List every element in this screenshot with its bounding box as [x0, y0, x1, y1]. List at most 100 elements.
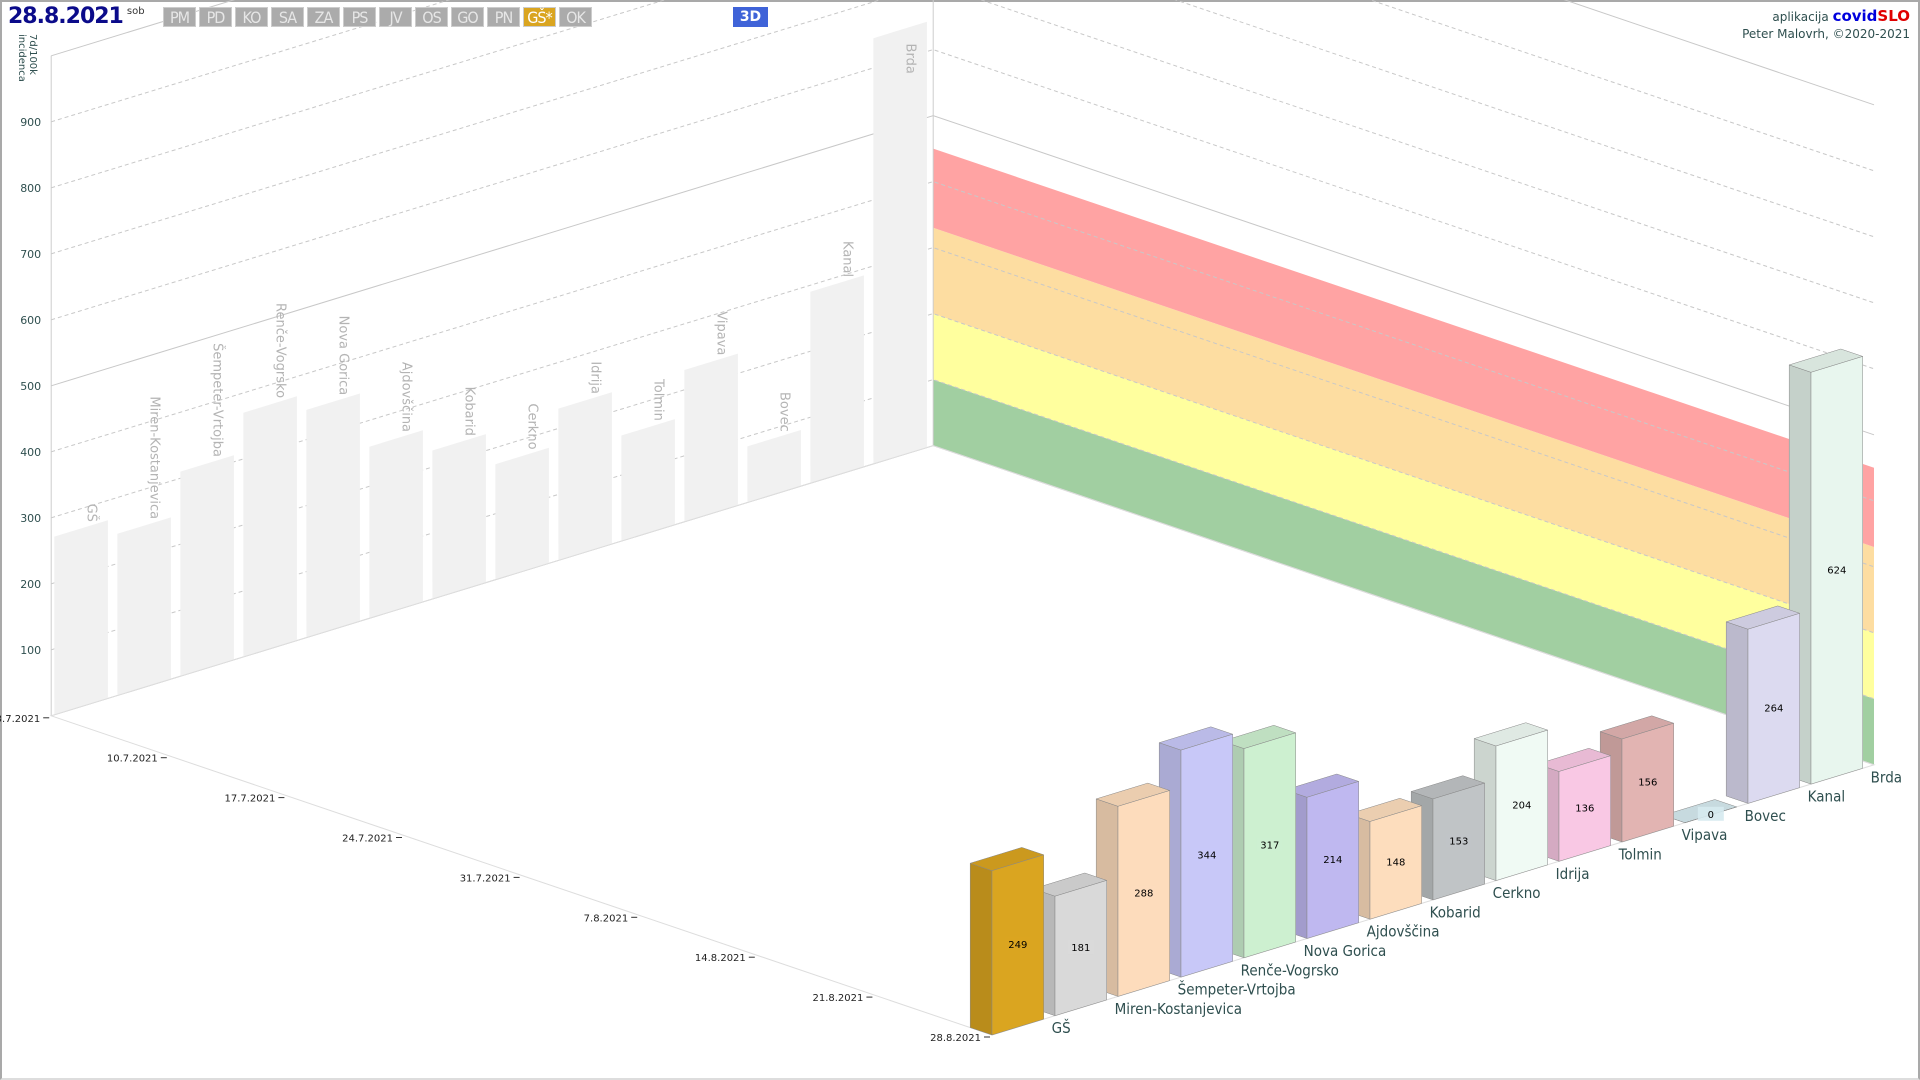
gridline-700 [51, 0, 1875, 304]
region-buttons: PM PD KO SA ZA PS JV OS GO PN GŠ* OK [163, 7, 592, 27]
back-category-label: Nova Gorica [336, 316, 351, 396]
region-button-jv[interactable]: JV [379, 7, 412, 27]
category-label: Ajdovščina [1367, 923, 1440, 941]
back-max-column [243, 396, 297, 657]
brand-slo[interactable]: SLO [1877, 7, 1910, 25]
value-label-bg [1760, 700, 1787, 715]
back-category-label: Renče-Vogrsko [273, 303, 288, 398]
region-button-sa[interactable]: SA [271, 7, 304, 27]
value-label: 136 [1575, 804, 1594, 815]
value-label-bg [1004, 936, 1031, 951]
threshold-band-3 [933, 148, 1874, 547]
value-label: 264 [1764, 703, 1783, 714]
back-max-column [810, 275, 864, 484]
back-category-label: Šempeter-Vrtojba [210, 343, 226, 457]
value-label: 249 [1008, 940, 1027, 951]
region-button-pn[interactable]: PN [487, 7, 520, 27]
y-tick-label: 300 [20, 512, 41, 525]
region-button-ps[interactable]: PS [343, 7, 376, 27]
back-max-column [306, 393, 360, 638]
view-3d-button[interactable]: 3D [733, 7, 768, 27]
category-label: Kobarid [1430, 903, 1481, 921]
bar-side-face [1725, 621, 1749, 804]
back-max-column [873, 21, 927, 464]
back-max-column [684, 353, 738, 522]
category-label: Renče-Vogrsko [1241, 961, 1339, 979]
region-button-os[interactable]: OS [415, 7, 448, 27]
value-label: 0 [1708, 810, 1714, 821]
category-label: Idrija [1556, 865, 1590, 883]
region-button-gs[interactable]: GŠ* [523, 7, 556, 27]
category-label: Šempeter-Vrtojba [1178, 980, 1296, 999]
gridline-300 [51, 247, 1875, 568]
value-label-bg [1571, 800, 1598, 815]
gridline-100 [51, 379, 1875, 700]
back-max-column [495, 447, 549, 580]
y-tick-label: 700 [20, 248, 41, 261]
value-label: 156 [1638, 778, 1657, 789]
category-label: GŠ [1052, 1018, 1071, 1037]
value-label-bg [1697, 806, 1724, 821]
value-label-bg [1319, 851, 1346, 866]
value-label: 214 [1323, 855, 1342, 866]
value-label-bg [1823, 562, 1850, 577]
back-max-column [54, 520, 108, 715]
date-tick-label: 28.8.2021 [930, 1033, 981, 1044]
back-max-column [117, 517, 171, 696]
date-tick-label: 3.7.2021 [0, 714, 40, 725]
back-category-label: GŠ [84, 504, 100, 522]
y-axis-label: 7d/100k incidenca [16, 34, 38, 82]
bar-side-face [969, 862, 993, 1036]
value-label-bg [1256, 837, 1283, 852]
threshold-band-1 [933, 313, 1874, 699]
y-tick-label: 900 [20, 116, 41, 129]
gridline-800 [51, 0, 1875, 238]
date-tick-label: 14.8.2021 [695, 953, 746, 964]
back-category-label: Cerkno [525, 403, 540, 449]
region-button-ok[interactable]: OK [559, 7, 592, 27]
back-category-label: Kobarid [462, 387, 477, 436]
credit-prefix: aplikacija [1772, 10, 1829, 24]
category-label: Cerkno [1493, 884, 1541, 902]
back-category-label: Kanal [840, 241, 855, 277]
value-label-bg [1193, 847, 1220, 862]
date-tick-label: 21.8.2021 [812, 993, 863, 1004]
credit-author: Peter Malovrh, ©2020-2021 [1742, 27, 1910, 41]
value-label: 204 [1512, 800, 1531, 811]
back-category-label: Bovec [777, 392, 792, 432]
back-category-label: Brda [903, 44, 918, 74]
date-tick-label: 10.7.2021 [107, 754, 158, 765]
value-label-bg [1445, 833, 1472, 848]
value-label-bg [1130, 885, 1157, 900]
category-label: Nova Gorica [1304, 942, 1387, 960]
region-button-ko[interactable]: KO [235, 7, 268, 27]
category-label: Miren-Kostanjevica [1115, 1000, 1242, 1018]
gridline-400 [51, 181, 1875, 502]
back-category-label: Ajdovščina [399, 362, 414, 432]
y-tick-label: 400 [20, 446, 41, 459]
y-tick-label: 200 [20, 578, 41, 591]
value-label-bg [1634, 774, 1661, 789]
back-max-column [558, 392, 612, 561]
back-max-column [621, 419, 675, 542]
back-max-column [747, 430, 801, 503]
date-tick-label: 24.7.2021 [342, 834, 393, 845]
y-tick-label: 500 [20, 380, 41, 393]
y-tick-label: 100 [20, 644, 41, 657]
back-category-label: Vipava [714, 311, 729, 355]
day-of-week: sob [126, 6, 145, 17]
value-label: 148 [1386, 857, 1405, 868]
back-max-column [180, 455, 234, 677]
brand-covid[interactable]: covid [1832, 7, 1878, 25]
threshold-band-0 [933, 379, 1874, 765]
region-button-go[interactable]: GO [451, 7, 484, 27]
date-tick-label: 17.7.2021 [224, 794, 275, 805]
current-date[interactable]: 28.8.2021 [8, 4, 124, 29]
region-button-pm[interactable]: PM [163, 7, 196, 27]
region-button-pd[interactable]: PD [199, 7, 232, 27]
value-label: 344 [1197, 851, 1216, 862]
value-label-bg [1508, 797, 1535, 812]
region-button-za[interactable]: ZA [307, 7, 340, 27]
